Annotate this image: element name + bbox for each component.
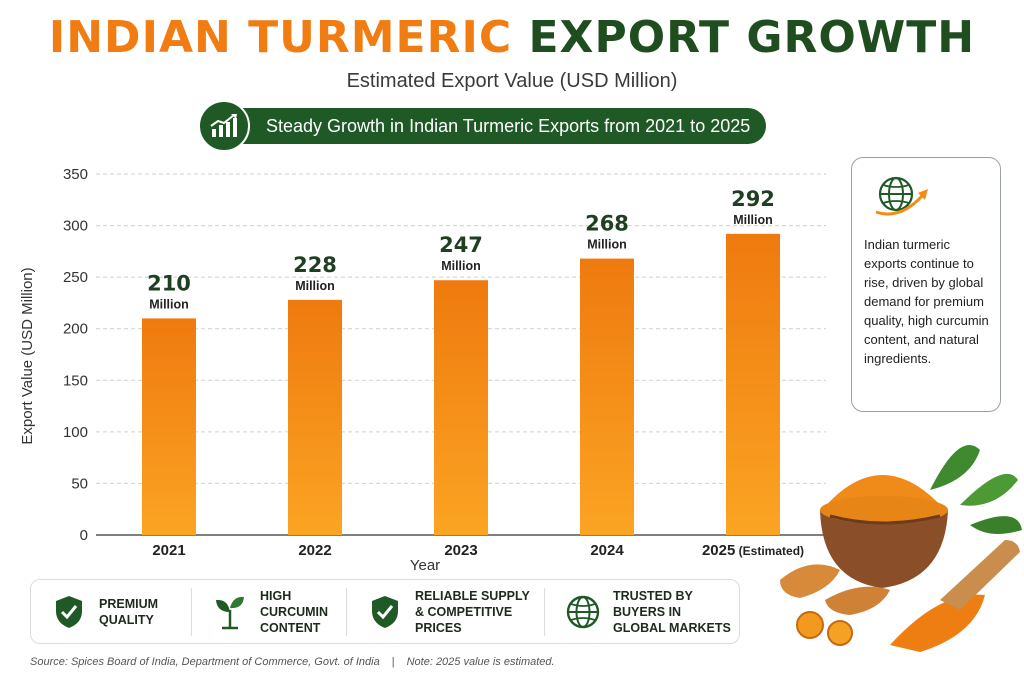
turmeric-illustration [770,430,1024,660]
x-tick-label: 2023 [444,542,477,559]
bar-unit-label: Million [587,238,627,252]
feature-label: TRUSTED BY BUYERS IN GLOBAL MARKETS [613,588,731,635]
bar-value-label: 268 [585,212,629,236]
feature-reliable-supply: RELIABLE SUPPLY & COMPETITIVE PRICES [346,587,544,636]
y-tick-label: 200 [63,321,88,338]
feature-strip: PREMIUM QUALITY HIGH CURCUMIN CONTENT RE… [30,579,740,644]
footer-separator: | [391,656,395,668]
banner-text: Steady Growth in Indian Turmeric Exports… [236,108,767,144]
x-tick-label: 2022 [298,542,331,559]
x-axis-label: Year [410,557,440,574]
x-tick-label: 2021 [152,542,185,559]
bar-value-label: 228 [293,253,337,277]
bar [434,280,488,535]
bar-unit-label: Million [149,297,189,311]
bar-unit-label: Million [295,279,335,293]
leaf-plant-icon [210,592,250,632]
footer: Source: Spices Board of India, Departmen… [30,656,555,668]
bar [580,258,634,535]
bar-value-label: 247 [439,233,483,257]
y-tick-label: 250 [63,269,88,286]
bar [726,233,780,535]
feature-premium-quality: PREMIUM QUALITY [31,588,191,636]
y-tick-label: 50 [71,475,88,492]
title-part-orange: INDIAN TURMERIC [48,12,513,63]
bar [288,299,342,535]
y-axis-label: Export Value (USD Million) [19,267,36,444]
y-tick-label: 150 [63,372,88,389]
feature-high-curcumin: HIGH CURCUMIN CONTENT [191,587,346,636]
y-tick-label: 100 [63,424,88,441]
estimate-note: Note: 2025 value is estimated. [406,656,555,668]
page-subtitle: Estimated Export Value (USD Million) [346,70,678,92]
bar-value-label: 292 [731,187,775,211]
growth-chart-icon [198,100,250,152]
shield-check-icon [49,592,89,632]
source-note: Source: Spices Board of India, Departmen… [30,656,380,668]
bar-value-label: 210 [147,271,191,295]
bar-unit-label: Million [733,213,773,227]
x-tick-note: (Estimated) [735,544,804,558]
x-tick-label: 2025 (Estimated) [702,542,804,559]
feature-label: PREMIUM QUALITY [99,596,159,627]
insight-text: Indian turmeric exports continue to rise… [864,237,989,366]
globe-growth-icon [872,172,934,229]
y-tick-label: 350 [63,166,88,183]
feature-trusted-buyers: TRUSTED BY BUYERS IN GLOBAL MARKETS [544,587,739,636]
feature-label: RELIABLE SUPPLY & COMPETITIVE PRICES [415,588,530,635]
bar-chart: 0 50 100 150 200 250 300 350 210 Million 2021 228 Mi… [19,166,826,574]
bar [142,318,196,535]
x-tick-label: 2024 [590,542,624,559]
feature-label: HIGH CURCUMIN CONTENT [260,588,329,635]
insight-card: Indian turmeric exports continue to rise… [851,157,1001,412]
bar-unit-label: Million [441,259,481,273]
page-title: INDIAN TURMERIC EXPORT GROWTH [0,12,1024,63]
title-part-green: EXPORT GROWTH [528,12,976,63]
y-tick-label: 300 [63,218,88,235]
shield-check-icon [365,592,405,632]
globe-icon [563,592,603,632]
growth-banner: Steady Growth in Indian Turmeric Exports… [198,100,767,152]
y-tick-label: 0 [80,527,88,544]
